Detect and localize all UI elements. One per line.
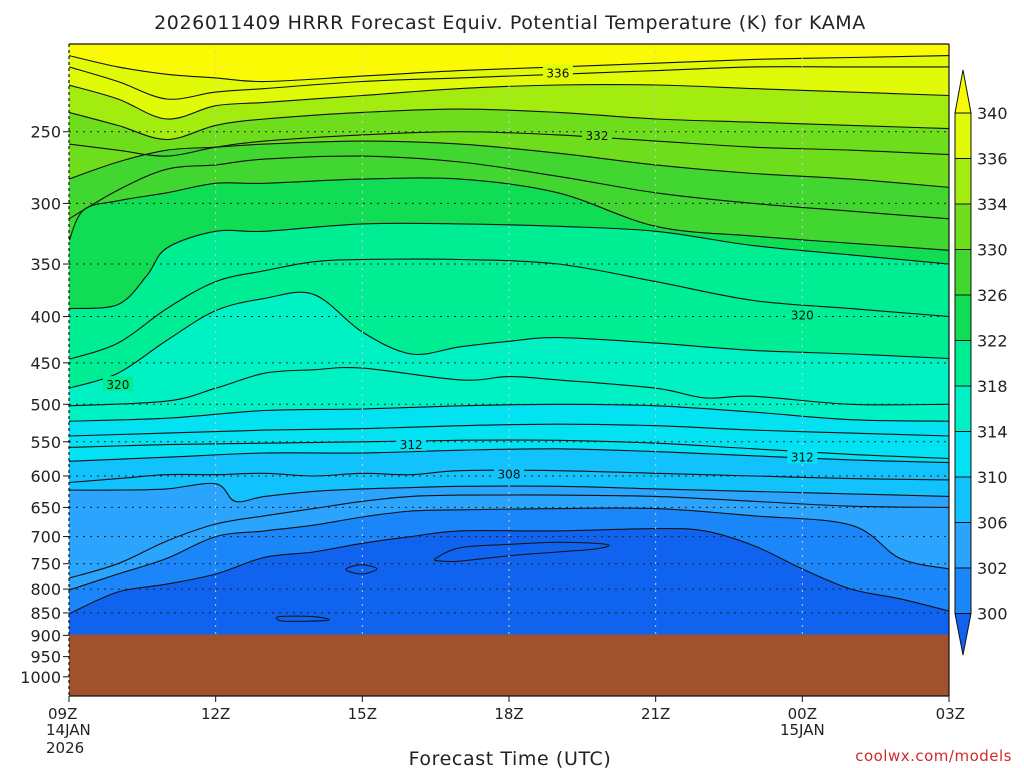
credit-text[interactable]: coolwx.com/models <box>855 747 1012 765</box>
x-tick-label: 03Z <box>936 705 965 723</box>
terrain-fill <box>69 634 949 696</box>
colorbar-tick-label: 334 <box>977 195 1008 214</box>
contour-line-334 <box>69 108 949 141</box>
contour-line-328 <box>69 155 949 220</box>
y-tick-label: 250 <box>30 123 61 142</box>
core-contour-1 <box>345 564 378 575</box>
contour-label-308: 308 <box>494 465 524 481</box>
contour-line-302 <box>69 507 949 591</box>
contour-label-312: 312 <box>396 435 427 452</box>
y-tick-label: 900 <box>30 626 61 645</box>
y-tick-label: 350 <box>30 255 61 274</box>
y-tick-label: 950 <box>30 648 61 667</box>
contour-label-text: 308 <box>498 467 521 481</box>
y-tick-label: 400 <box>30 308 61 327</box>
colorbar-top-arrow <box>954 69 972 114</box>
y-tick-label: 600 <box>30 467 61 486</box>
contour-line-316 <box>69 366 949 407</box>
x-tick-label: 21Z <box>641 705 670 723</box>
core-contour-0 <box>433 541 610 563</box>
colorbar-swatch <box>954 567 972 614</box>
x-axis-label: Forecast Time (UTC) <box>409 748 612 768</box>
contour-label-336: 336 <box>542 64 573 80</box>
colorbar-tick-label: 314 <box>977 423 1008 442</box>
colorbar-tick-label: 306 <box>977 514 1008 533</box>
colorbar-swatch <box>954 340 972 387</box>
colorbar-swatch <box>954 112 972 159</box>
contour-line-320 <box>69 258 949 360</box>
x-tick-year: 2026 <box>46 739 84 757</box>
chart-title: 2026011409 HRRR Forecast Equiv. Potentia… <box>154 12 866 34</box>
contour-label-320: 320 <box>102 376 133 392</box>
colorbar-swatch <box>954 522 972 569</box>
contour-label-text: 312 <box>791 450 814 464</box>
contour-line-306 <box>69 482 949 503</box>
colorbar-swatch <box>954 158 972 205</box>
contour-line-300 <box>69 528 949 615</box>
contour-lines <box>69 55 949 615</box>
x-tick-label: 12Z <box>201 705 230 723</box>
plot-area: 336 332 320 320 312 312 308 <box>69 44 949 696</box>
colorbar-swatch <box>954 294 972 341</box>
x-tick-label: 00Z <box>788 705 817 723</box>
colorbar-tick-label: 318 <box>977 377 1008 396</box>
colorbar-swatch <box>954 385 972 432</box>
contour-label-text: 312 <box>400 438 423 452</box>
contour-label-text: 320 <box>106 378 129 392</box>
y-tick-label: 650 <box>30 498 61 517</box>
colorbar-tick-label: 326 <box>977 286 1008 305</box>
colorbar: 340 336 334 330 326 322 318 314 310 306 302 300 <box>954 69 1008 656</box>
contour-line-332 <box>69 131 949 157</box>
colorbar-tick-label: 336 <box>977 150 1008 169</box>
contour-labels: 336 332 320 320 312 312 308 <box>102 64 818 481</box>
contour-label-text: 336 <box>546 66 569 80</box>
y-tick-label: 750 <box>30 555 61 574</box>
contour-line-304 <box>69 494 949 579</box>
y-tick-label: 700 <box>30 528 61 547</box>
y-tick-label: 550 <box>30 433 61 452</box>
contour-line-322 <box>69 222 949 310</box>
contour-line-308 <box>69 469 949 484</box>
x-tick-date: 15JAN <box>780 721 825 739</box>
colorbar-swatch <box>954 476 972 523</box>
contour-label-312: 312 <box>787 448 818 464</box>
core-contour-2 <box>275 615 330 622</box>
contour-line-326 <box>69 177 949 251</box>
colorbar-tick-label: 310 <box>977 468 1008 487</box>
colorbar-bottom-arrow <box>954 613 972 656</box>
colorbar-tick-label: 322 <box>977 332 1008 351</box>
contour-line-336 <box>69 84 949 120</box>
contour-label-320: 320 <box>787 306 818 323</box>
colorbar-swatch <box>954 249 972 296</box>
y-tick-label: 800 <box>30 580 61 599</box>
contour-line-338 <box>69 66 949 100</box>
contour-label-332: 332 <box>582 126 612 143</box>
x-tick-date: 14JAN <box>46 721 91 739</box>
contour-line-313 <box>69 423 949 437</box>
x-tick-label: 15Z <box>348 705 377 723</box>
contour-line-318 <box>69 291 949 389</box>
y-tick-label: 300 <box>30 194 61 213</box>
colorbar-swatch <box>954 203 972 250</box>
colorbar-tick-label: 330 <box>977 241 1008 260</box>
contour-line-330 <box>69 140 949 188</box>
colorbar-swatch <box>954 431 972 478</box>
axes: 250 300 350 400 450 500 550 600 650 700 750 800 850 9… <box>20 43 965 757</box>
x-tick-label: 18Z <box>494 705 523 723</box>
y-tick-label: 1000 <box>20 668 61 687</box>
y-tick-label: 500 <box>30 395 61 414</box>
colorbar-tick-label: 302 <box>977 559 1008 578</box>
contour-line-340 <box>69 55 949 83</box>
contour-label-text: 332 <box>586 129 609 143</box>
contour-label-text: 320 <box>791 309 814 323</box>
x-tick-label: 09Z <box>48 705 77 723</box>
colorbar-tick-label: 300 <box>977 605 1008 624</box>
colorbar-tick-label: 340 <box>977 104 1008 123</box>
y-tick-label: 450 <box>30 354 61 373</box>
y-tick-label: 850 <box>30 604 61 623</box>
